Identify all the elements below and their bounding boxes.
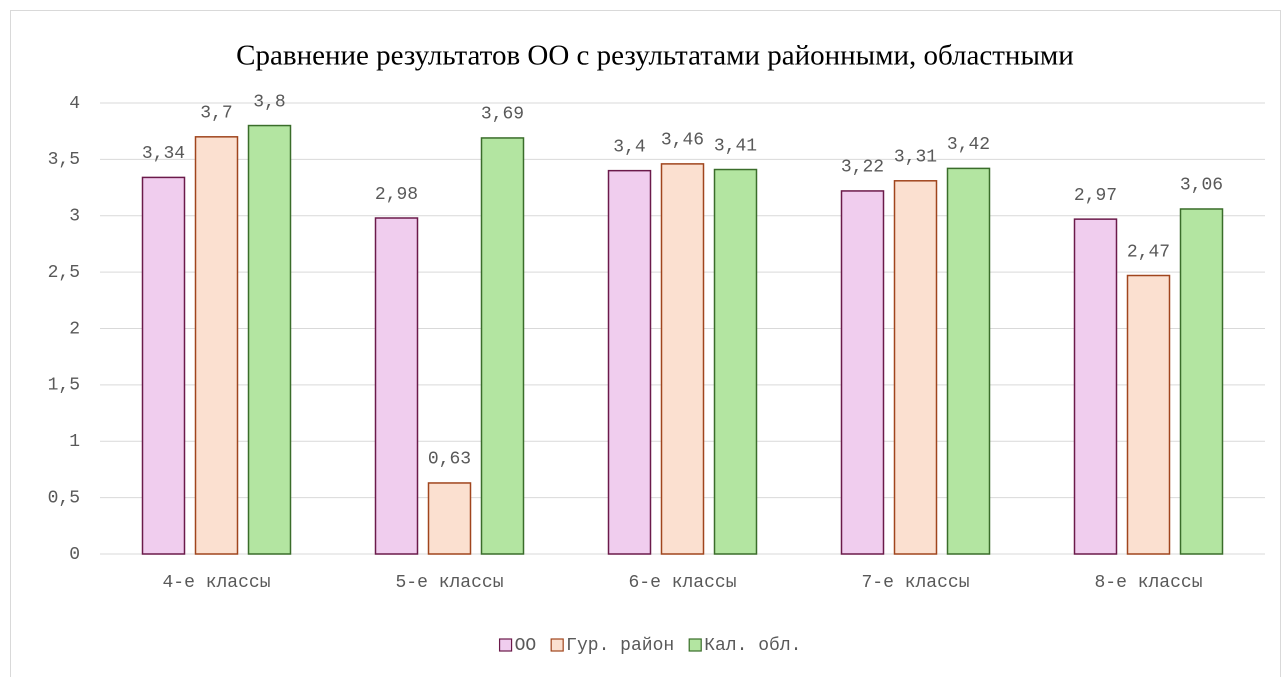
bar [946, 167, 991, 555]
data-label: 2,97 [1074, 186, 1117, 206]
bar [1126, 274, 1171, 555]
bar [1073, 218, 1118, 555]
data-label: 3,8 [253, 92, 285, 112]
bar [427, 482, 472, 555]
bar [1179, 208, 1224, 555]
bar [480, 137, 525, 555]
bar [893, 180, 938, 555]
y-tick-label: 0 [69, 545, 80, 565]
y-tick-label: 0,5 [48, 488, 80, 508]
data-label: 3,41 [714, 136, 757, 156]
x-tick-label: 8-е классы [1094, 573, 1202, 593]
data-label: 3,31 [894, 148, 937, 168]
data-label: 3,69 [481, 105, 524, 125]
bar [141, 176, 186, 555]
chart-title: Сравнение результатов ОО с результатами … [236, 40, 1074, 72]
bar [194, 136, 239, 555]
data-label: 3,4 [613, 137, 645, 157]
x-tick-label: 6-е классы [628, 573, 736, 593]
legend-label: ОО [515, 636, 537, 656]
bar [607, 169, 652, 555]
legend-swatch [688, 638, 702, 652]
y-tick-label: 3,5 [48, 150, 80, 170]
y-tick-label: 1,5 [48, 376, 80, 396]
bar [840, 190, 885, 555]
data-label: 3,34 [142, 144, 185, 164]
data-label: 3,7 [200, 104, 232, 124]
x-tick-label: 7-е классы [861, 573, 969, 593]
data-label: 3,46 [661, 131, 704, 151]
x-tick-label: 5-е классы [395, 573, 503, 593]
legend-label: Кал. обл. [704, 635, 801, 656]
data-label: 2,47 [1127, 242, 1170, 262]
data-label: 2,98 [375, 185, 418, 205]
data-label: 0,63 [428, 450, 471, 470]
legend-swatch [550, 638, 564, 652]
y-tick-label: 4 [69, 94, 80, 114]
x-tick-label: 4-е классы [162, 573, 270, 593]
y-tick-label: 2 [69, 319, 80, 339]
data-label: 3,06 [1180, 176, 1223, 196]
legend-label: Гур. район [566, 636, 674, 656]
bar [713, 168, 758, 555]
bar [247, 124, 292, 555]
bar [374, 217, 419, 555]
y-tick-label: 3 [69, 207, 80, 227]
data-label: 3,42 [947, 135, 990, 155]
bar [660, 163, 705, 555]
y-tick-label: 2,5 [48, 263, 80, 283]
legend-swatch [498, 638, 513, 652]
data-label: 3,22 [841, 158, 884, 178]
y-tick-label: 1 [69, 432, 80, 452]
